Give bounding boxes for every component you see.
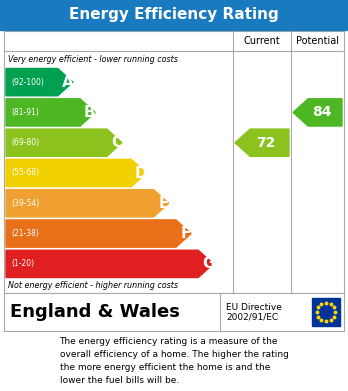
Text: (21-38): (21-38) [11, 229, 39, 238]
Text: Very energy efficient - lower running costs: Very energy efficient - lower running co… [8, 56, 178, 65]
Text: (55-68): (55-68) [11, 169, 39, 178]
Polygon shape [6, 250, 213, 278]
Bar [4, 293, 344, 331]
Text: (69-80): (69-80) [11, 138, 39, 147]
Text: The energy efficiency rating is a measure of the
overall efficiency of a home. T: The energy efficiency rating is a measur… [60, 337, 288, 385]
Text: E: E [158, 196, 169, 211]
Text: (39-54): (39-54) [11, 199, 39, 208]
Polygon shape [235, 129, 289, 156]
Bar [4, 31, 344, 293]
Bar [312, 298, 340, 326]
Text: Energy Efficiency Rating: Energy Efficiency Rating [69, 7, 279, 23]
Text: (92-100): (92-100) [11, 78, 44, 87]
Bar [0, 0, 348, 30]
Text: EU Directive: EU Directive [226, 303, 282, 312]
Text: D: D [135, 165, 148, 181]
Polygon shape [6, 190, 169, 217]
Polygon shape [6, 160, 147, 187]
Polygon shape [6, 129, 122, 156]
Text: (81-91): (81-91) [11, 108, 39, 117]
Polygon shape [6, 68, 73, 96]
Text: 84: 84 [312, 106, 331, 119]
Text: Current: Current [244, 36, 280, 46]
Text: F: F [181, 226, 191, 241]
Text: 2002/91/EC: 2002/91/EC [226, 312, 278, 321]
Text: B: B [84, 105, 96, 120]
Polygon shape [293, 99, 342, 126]
Text: C: C [111, 135, 122, 150]
Polygon shape [6, 99, 95, 126]
Text: Not energy efficient - higher running costs: Not energy efficient - higher running co… [8, 282, 178, 291]
Text: 72: 72 [256, 136, 275, 150]
Text: A: A [62, 75, 73, 90]
Text: England & Wales: England & Wales [10, 303, 180, 321]
Text: G: G [202, 256, 214, 271]
Text: Potential: Potential [296, 36, 339, 46]
Polygon shape [6, 220, 191, 247]
Text: (1-20): (1-20) [11, 259, 34, 268]
